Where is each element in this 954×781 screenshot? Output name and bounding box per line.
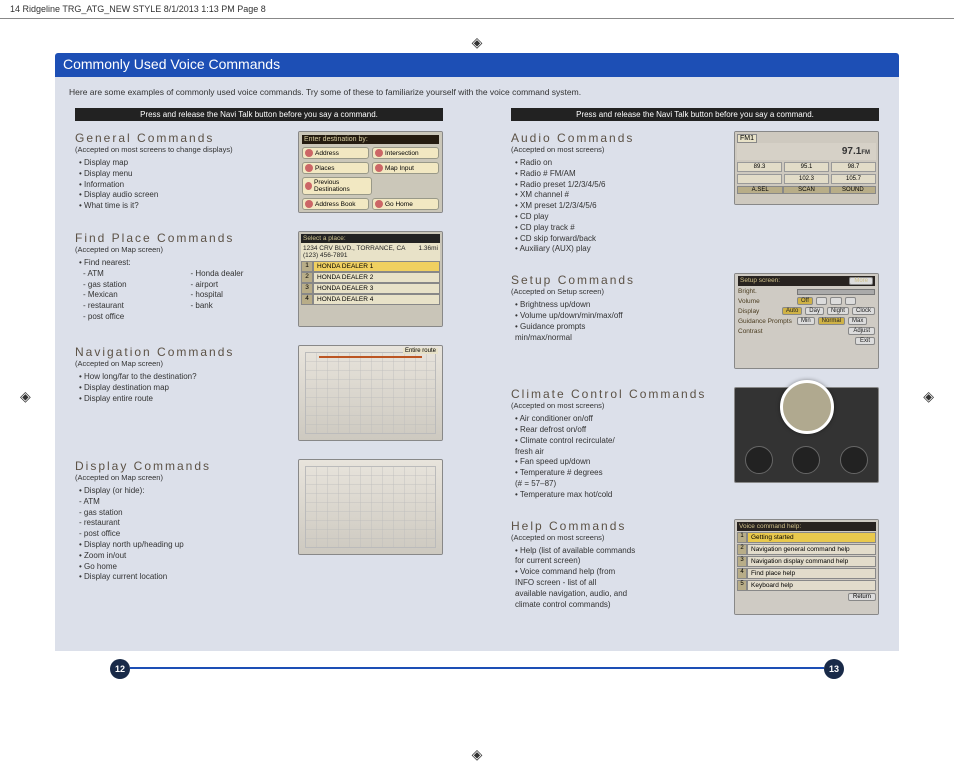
screenshot-thumb (298, 459, 443, 555)
crop-mark-icon: ◈ (20, 388, 31, 405)
command-section: Help Commands(Accepted on most screens) H… (511, 519, 879, 615)
command-list: Display (or hide):- ATM- gas station- re… (75, 486, 288, 583)
command-list: Brightness up/downVolume up/down/min/max… (511, 300, 724, 343)
section-title: General Commands (75, 131, 288, 145)
command-section: Setup Commands(Accepted on Setup screen)… (511, 273, 879, 369)
screenshot-thumb: Setup screen:MoreBright.VolumeOff Displa… (734, 273, 879, 369)
section-title: Setup Commands (511, 273, 724, 287)
section-subtitle: (Accepted on Setup screen) (511, 287, 724, 296)
command-section: General Commands(Accepted on most screen… (75, 131, 443, 213)
section-subtitle: (Accepted on most screens) (511, 145, 724, 154)
page-number-right: 13 (824, 659, 844, 679)
screenshot-thumb: Select a place:1234 CRV BLVD., TORRANCE,… (298, 231, 443, 327)
page-title: Commonly Used Voice Commands (55, 53, 899, 75)
command-list: Radio onRadio # FM/AMRadio preset 1/2/3/… (511, 158, 724, 255)
section-subtitle: (Accepted on Map screen) (75, 245, 288, 254)
instruction-bar: Press and release the Navi Talk button b… (75, 108, 443, 121)
section-title: Display Commands (75, 459, 288, 473)
screenshot-thumb: Voice command help:1Getting started2Navi… (734, 519, 879, 615)
command-section: Climate Control Commands(Accepted on mos… (511, 387, 879, 500)
crop-mark-icon: ◈ (923, 388, 934, 405)
command-list: How long/far to the destination?Display … (75, 372, 288, 404)
section-subtitle: (Accepted on most screens) (511, 401, 724, 410)
section-title: Help Commands (511, 519, 724, 533)
section-subtitle: (Accepted on Map screen) (75, 359, 288, 368)
footer-rule (130, 667, 824, 669)
crop-mark-icon: ◈ (472, 746, 483, 763)
page-number-left: 12 (110, 659, 130, 679)
section-title: Climate Control Commands (511, 387, 724, 401)
command-list: Help (list of available commandsfor curr… (511, 546, 724, 611)
crop-mark-icon: ◈ (472, 34, 483, 51)
section-subtitle: (Accepted on most screens to change disp… (75, 145, 288, 154)
screenshot-thumb: Entire route (298, 345, 443, 441)
instruction-bar: Press and release the Navi Talk button b… (511, 108, 879, 121)
screenshot-thumb (734, 387, 879, 483)
command-list: Find nearest:- ATM- gas station- Mexican… (75, 258, 288, 323)
section-title: Navigation Commands (75, 345, 288, 359)
command-section: Display Commands(Accepted on Map screen)… (75, 459, 443, 583)
intro-text: Here are some examples of commonly used … (55, 87, 899, 108)
command-section: Navigation Commands(Accepted on Map scre… (75, 345, 443, 441)
command-list: Air conditioner on/offRear defrost on/of… (511, 414, 724, 500)
section-subtitle: (Accepted on Map screen) (75, 473, 288, 482)
command-section: Find Place Commands(Accepted on Map scre… (75, 231, 443, 327)
command-section: Audio Commands(Accepted on most screens)… (511, 131, 879, 255)
right-column: Press and release the Navi Talk button b… (491, 108, 899, 633)
print-header: 14 Ridgeline TRG_ATG_NEW STYLE 8/1/2013 … (0, 0, 954, 19)
screenshot-thumb: FM197.1FM89.395.198.7102.3105.7A.SELSCAN… (734, 131, 879, 205)
section-title: Find Place Commands (75, 231, 288, 245)
screenshot-thumb: Enter destination by:AddressIntersection… (298, 131, 443, 213)
command-list: Display mapDisplay menuInformationDispla… (75, 158, 288, 212)
content-panel: Here are some examples of commonly used … (55, 75, 899, 651)
section-title: Audio Commands (511, 131, 724, 145)
left-column: Press and release the Navi Talk button b… (55, 108, 463, 633)
section-subtitle: (Accepted on most screens) (511, 533, 724, 542)
